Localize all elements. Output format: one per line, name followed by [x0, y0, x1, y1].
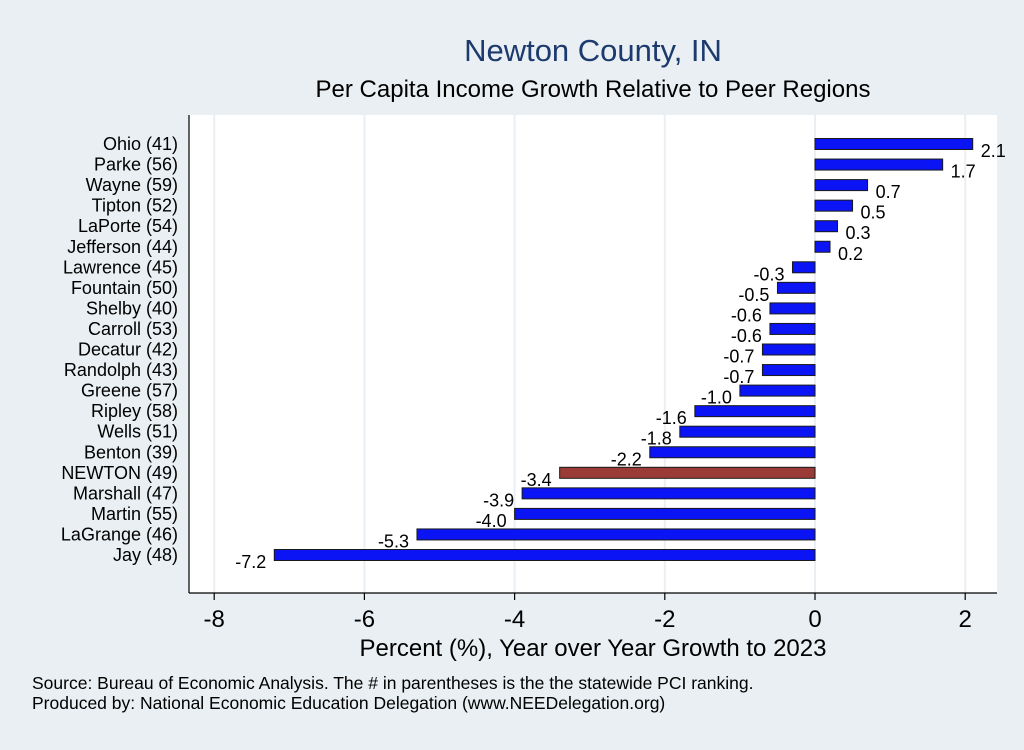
- x-tick-label-2: -4: [504, 606, 525, 633]
- bar-11: [761, 364, 816, 377]
- x-tick-label-3: -2: [654, 606, 675, 633]
- bar-8: [769, 302, 816, 315]
- category-label-13: Ripley (58): [91, 401, 178, 421]
- value-label-2: 0.7: [876, 182, 901, 202]
- value-label-14: -1.8: [641, 429, 672, 449]
- bar-5: [814, 240, 831, 253]
- value-label-16: -3.4: [521, 470, 552, 490]
- value-label-20: -7.2: [235, 552, 266, 572]
- category-label-18: Martin (55): [91, 504, 178, 524]
- value-label-5: 0.2: [838, 244, 863, 264]
- bar-4: [814, 220, 839, 233]
- category-label-17: Marshall (47): [73, 483, 178, 503]
- value-label-13: -1.6: [656, 408, 687, 428]
- bar-18: [514, 507, 816, 520]
- category-label-4: LaPorte (54): [78, 216, 178, 236]
- x-tick-label-4: 0: [808, 606, 821, 633]
- bar-10: [761, 343, 816, 356]
- bar-9: [769, 322, 816, 335]
- producer-note: Produced by: National Economic Education…: [32, 693, 665, 713]
- category-label-5: Jefferson (44): [67, 237, 178, 257]
- value-label-3: 0.5: [861, 203, 886, 223]
- category-label-10: Decatur (42): [78, 340, 178, 360]
- value-label-17: -3.9: [483, 490, 514, 510]
- bar-17: [521, 487, 816, 500]
- category-label-14: Wells (51): [97, 422, 178, 442]
- chart-title: Newton County, IN: [464, 33, 722, 68]
- bar-3: [814, 199, 854, 212]
- x-axis-label: Percent (%), Year over Year Growth to 20…: [360, 635, 827, 662]
- bar-14: [679, 425, 816, 438]
- value-label-19: -5.3: [378, 531, 409, 551]
- bar-6: [791, 261, 816, 274]
- bar-2: [814, 179, 869, 192]
- bar-20: [273, 549, 816, 561]
- value-label-4: 0.3: [846, 223, 871, 243]
- category-label-7: Fountain (50): [71, 278, 178, 298]
- category-label-15: Benton (39): [84, 442, 178, 462]
- category-label-2: Wayne (59): [86, 175, 178, 195]
- category-label-11: Randolph (43): [64, 360, 178, 380]
- category-label-16: NEWTON (49): [61, 463, 178, 483]
- bar-7: [776, 281, 816, 294]
- x-tick-label-0: -8: [204, 606, 225, 633]
- value-label-9: -0.6: [731, 326, 762, 346]
- value-label-18: -4.0: [476, 511, 507, 531]
- value-label-1: 1.7: [951, 162, 976, 182]
- value-label-7: -0.5: [738, 285, 769, 305]
- x-tick-label-5: 2: [959, 606, 972, 633]
- category-label-20: Jay (48): [113, 545, 178, 565]
- bar-1: [814, 158, 944, 171]
- category-label-9: Carroll (53): [88, 319, 178, 339]
- category-label-0: Ohio (41): [103, 134, 178, 154]
- category-label-1: Parke (56): [94, 155, 178, 175]
- bar-0: [814, 138, 974, 150]
- source-note: Source: Bureau of Economic Analysis. The…: [32, 673, 753, 693]
- chart-subtitle: Per Capita Income Growth Relative to Pee…: [316, 76, 871, 103]
- category-label-6: Lawrence (45): [63, 257, 178, 277]
- value-label-8: -0.6: [731, 305, 762, 325]
- value-label-10: -0.7: [723, 347, 754, 367]
- value-label-15: -2.2: [611, 449, 642, 469]
- x-tick-label-1: -6: [354, 606, 375, 633]
- bar-13: [694, 405, 816, 418]
- category-label-8: Shelby (40): [86, 298, 178, 318]
- category-label-3: Tipton (52): [92, 196, 178, 216]
- bar-16: [559, 466, 816, 479]
- value-label-0: 2.1: [981, 141, 1006, 161]
- value-label-11: -0.7: [723, 367, 754, 387]
- bar-12: [739, 384, 816, 397]
- category-label-19: LaGrange (46): [61, 524, 178, 544]
- value-label-12: -1.0: [701, 388, 732, 408]
- value-label-6: -0.3: [753, 264, 784, 284]
- category-label-12: Greene (57): [81, 381, 178, 401]
- bar-15: [649, 446, 816, 459]
- bar-19: [416, 528, 816, 541]
